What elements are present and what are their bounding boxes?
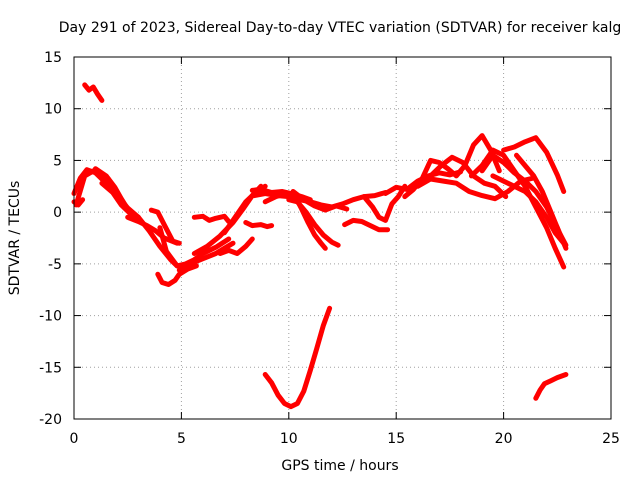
y-tick-label: -15 [39, 360, 62, 376]
series-track-4 [93, 166, 131, 212]
chart-title: Day 291 of 2023, Sidereal Day-to-day VTE… [59, 20, 621, 36]
series-track-7 [125, 214, 180, 246]
series-track-15 [191, 213, 232, 224]
axis-ticks: 0 5 10 15 20 25 -20 -15 -10 -5 0 5 10 15 [39, 50, 620, 447]
series-track-34 [533, 372, 569, 401]
series-track-5 [71, 197, 86, 208]
series-track-20 [286, 197, 341, 248]
y-tick-label: 5 [53, 153, 62, 169]
series-track-23 [361, 183, 408, 223]
y-tick-label: 0 [53, 205, 62, 221]
x-tick-label: 20 [495, 431, 513, 447]
series-track-30 [490, 173, 567, 246]
y-tick-label: -20 [39, 412, 62, 428]
series-track-33 [262, 305, 333, 410]
series-track-21 [290, 189, 350, 213]
y-tick-label: -10 [39, 309, 62, 325]
series-track-11 [176, 240, 236, 273]
x-tick-label: 5 [177, 431, 186, 447]
series-track-10 [155, 263, 199, 287]
x-axis-label: GPS time / hours [281, 458, 398, 474]
x-tick-label: 10 [280, 431, 298, 447]
series-track-16 [243, 220, 275, 230]
series-track-14 [217, 236, 255, 256]
series-track-32 [514, 152, 569, 248]
series-track-1 [82, 82, 105, 103]
plot-frame [73, 56, 612, 420]
grid-lines [74, 57, 611, 419]
series-track-8 [148, 207, 182, 246]
series-track-31 [501, 135, 567, 194]
series-track-22 [342, 217, 391, 233]
y-axis-label: SDTVAR / TECUs [7, 181, 23, 296]
y-tick-label: 15 [44, 50, 62, 66]
data-series [71, 82, 569, 410]
x-tick-label: 25 [602, 431, 620, 447]
series-track-6 [99, 180, 141, 220]
y-tick-label: 10 [44, 102, 62, 118]
y-tick-label: -5 [48, 257, 62, 273]
x-tick-label: 0 [70, 431, 79, 447]
x-tick-label: 15 [387, 431, 405, 447]
